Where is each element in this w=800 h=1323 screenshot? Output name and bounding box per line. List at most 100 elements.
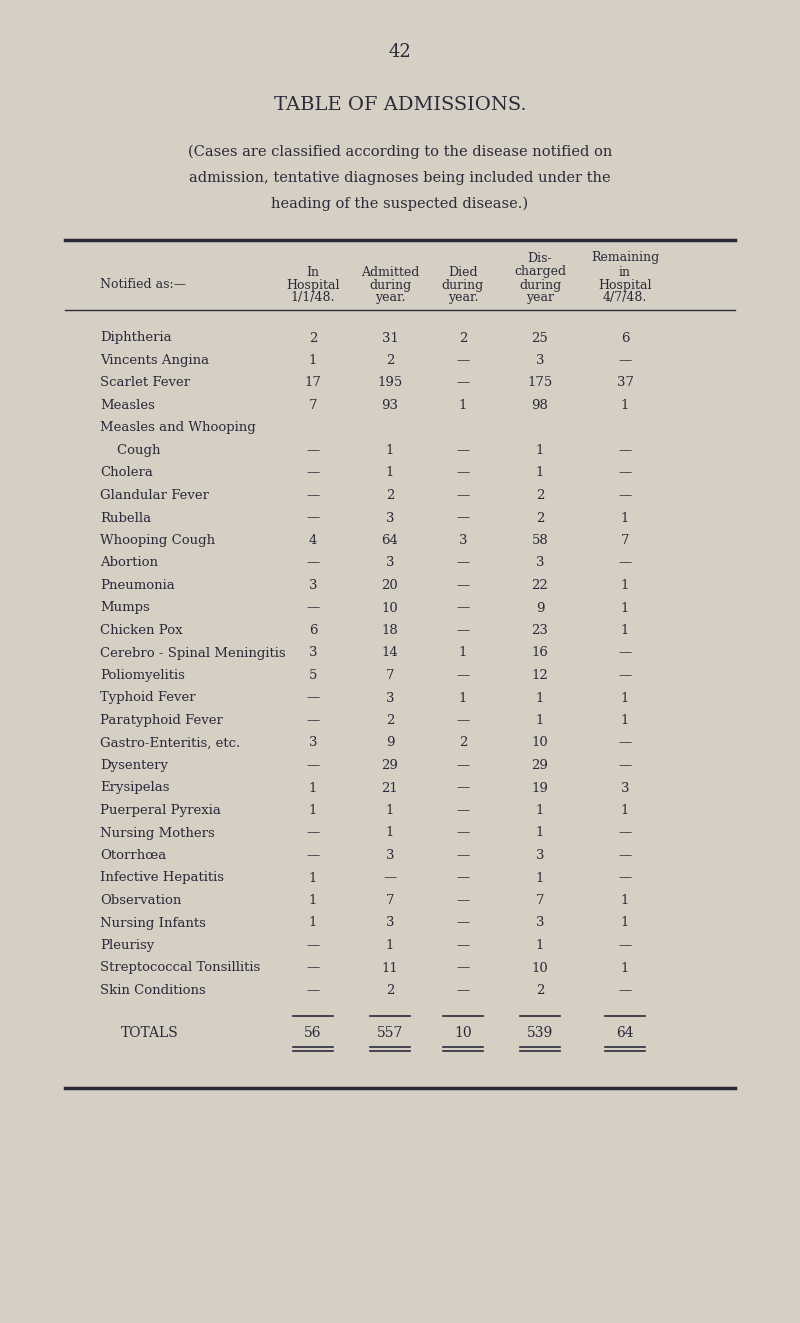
Text: 1: 1 (621, 400, 629, 411)
Text: 1: 1 (621, 692, 629, 705)
Text: —: — (306, 759, 320, 773)
Text: Nursing Infants: Nursing Infants (100, 917, 206, 930)
Text: TABLE OF ADMISSIONS.: TABLE OF ADMISSIONS. (274, 97, 526, 114)
Text: 64: 64 (382, 534, 398, 546)
Text: 5: 5 (309, 669, 317, 681)
Text: 58: 58 (532, 534, 548, 546)
Text: 23: 23 (531, 624, 549, 636)
Text: year.: year. (448, 291, 478, 304)
Text: 1: 1 (386, 445, 394, 456)
Text: Pneumonia: Pneumonia (100, 579, 174, 591)
Text: 3: 3 (458, 534, 467, 546)
Text: Scarlet Fever: Scarlet Fever (100, 377, 190, 389)
Text: Cholera: Cholera (100, 467, 153, 479)
Text: —: — (618, 872, 632, 885)
Text: —: — (456, 355, 470, 366)
Text: 3: 3 (386, 512, 394, 524)
Text: 1: 1 (536, 827, 544, 840)
Text: In: In (306, 266, 319, 279)
Text: 22: 22 (532, 579, 548, 591)
Text: 3: 3 (386, 849, 394, 863)
Text: —: — (306, 827, 320, 840)
Text: in: in (619, 266, 631, 279)
Text: 6: 6 (309, 624, 318, 636)
Text: —: — (456, 849, 470, 863)
Text: 2: 2 (536, 490, 544, 501)
Text: —: — (618, 984, 632, 998)
Text: 10: 10 (382, 602, 398, 614)
Text: Admitted: Admitted (361, 266, 419, 279)
Text: —: — (456, 827, 470, 840)
Text: 1: 1 (386, 467, 394, 479)
Text: 1: 1 (309, 782, 317, 795)
Text: year: year (526, 291, 554, 304)
Text: —: — (456, 714, 470, 728)
Text: admission, tentative diagnoses being included under the: admission, tentative diagnoses being inc… (189, 171, 611, 185)
Text: —: — (456, 804, 470, 818)
Text: 1: 1 (459, 400, 467, 411)
Text: —: — (456, 894, 470, 908)
Text: 3: 3 (386, 692, 394, 705)
Text: Dis-: Dis- (528, 251, 552, 265)
Text: Typhoid Fever: Typhoid Fever (100, 692, 196, 705)
Text: 25: 25 (532, 332, 548, 344)
Text: charged: charged (514, 266, 566, 279)
Text: 9: 9 (536, 602, 544, 614)
Text: during: during (369, 279, 411, 291)
Text: —: — (383, 872, 397, 885)
Text: 1: 1 (386, 804, 394, 818)
Text: Hospital: Hospital (598, 279, 652, 291)
Text: 1/1/48.: 1/1/48. (291, 291, 335, 304)
Text: 2: 2 (386, 490, 394, 501)
Text: 7: 7 (536, 894, 544, 908)
Text: —: — (456, 984, 470, 998)
Text: Mumps: Mumps (100, 602, 150, 614)
Text: during: during (519, 279, 561, 291)
Text: —: — (456, 939, 470, 953)
Text: Cerebro - Spinal Meningitis: Cerebro - Spinal Meningitis (100, 647, 286, 659)
Text: 3: 3 (309, 579, 318, 591)
Text: 1: 1 (536, 445, 544, 456)
Text: —: — (618, 647, 632, 659)
Text: —: — (456, 962, 470, 975)
Text: 18: 18 (382, 624, 398, 636)
Text: Dysentery: Dysentery (100, 759, 168, 773)
Text: 1: 1 (386, 939, 394, 953)
Text: Whooping Cough: Whooping Cough (100, 534, 215, 546)
Text: Abortion: Abortion (100, 557, 158, 569)
Text: 10: 10 (454, 1027, 472, 1040)
Text: year.: year. (374, 291, 406, 304)
Text: Hospital: Hospital (286, 279, 340, 291)
Text: heading of the suspected disease.): heading of the suspected disease.) (271, 197, 529, 212)
Text: 3: 3 (386, 557, 394, 569)
Text: —: — (618, 445, 632, 456)
Text: Streptococcal Tonsillitis: Streptococcal Tonsillitis (100, 962, 260, 975)
Text: 1: 1 (309, 917, 317, 930)
Text: Remaining: Remaining (591, 251, 659, 265)
Text: 29: 29 (531, 759, 549, 773)
Text: 4: 4 (309, 534, 317, 546)
Text: 175: 175 (527, 377, 553, 389)
Text: 1: 1 (621, 804, 629, 818)
Text: —: — (456, 557, 470, 569)
Text: Measles: Measles (100, 400, 155, 411)
Text: 93: 93 (382, 400, 398, 411)
Text: —: — (456, 579, 470, 591)
Text: 1: 1 (536, 714, 544, 728)
Text: —: — (456, 512, 470, 524)
Text: —: — (618, 759, 632, 773)
Text: —: — (456, 872, 470, 885)
Text: —: — (618, 467, 632, 479)
Text: 98: 98 (531, 400, 549, 411)
Text: 7: 7 (386, 669, 394, 681)
Text: Gastro-Enteritis, etc.: Gastro-Enteritis, etc. (100, 737, 240, 750)
Text: 3: 3 (536, 557, 544, 569)
Text: 1: 1 (621, 602, 629, 614)
Text: 539: 539 (527, 1027, 553, 1040)
Text: —: — (306, 490, 320, 501)
Text: 1: 1 (621, 917, 629, 930)
Text: 9: 9 (386, 737, 394, 750)
Text: —: — (456, 490, 470, 501)
Text: 3: 3 (309, 737, 318, 750)
Text: —: — (618, 737, 632, 750)
